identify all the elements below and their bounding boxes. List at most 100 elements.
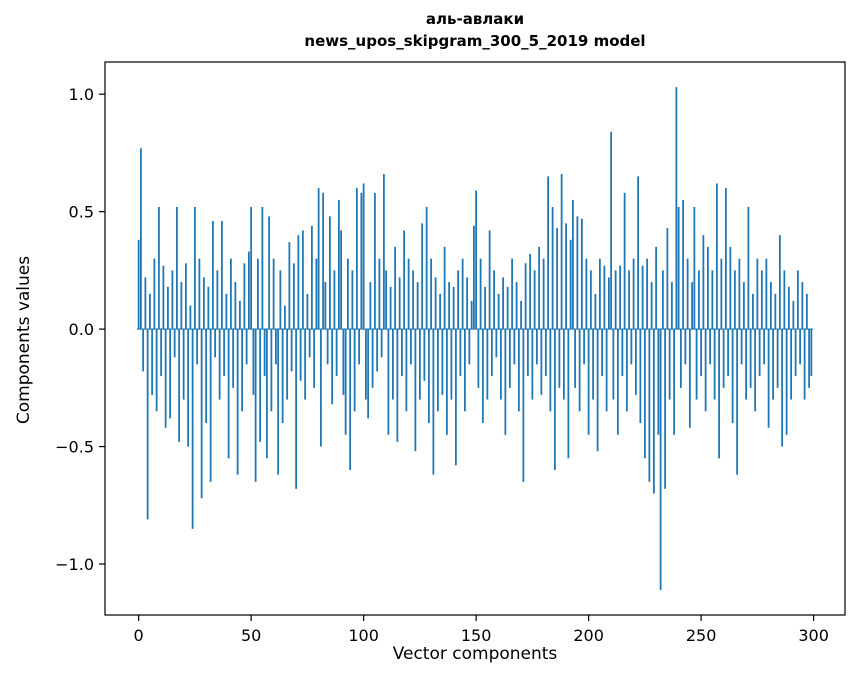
bar bbox=[526, 329, 529, 377]
bar bbox=[268, 216, 271, 330]
bar bbox=[214, 329, 217, 358]
bar bbox=[760, 270, 763, 330]
bar bbox=[454, 329, 457, 466]
bar bbox=[153, 258, 156, 330]
bar bbox=[670, 282, 673, 330]
x-tick-label: 0 bbox=[134, 626, 144, 645]
bar bbox=[407, 258, 410, 330]
bar bbox=[511, 258, 514, 330]
bar bbox=[675, 87, 678, 330]
x-tick-label: 50 bbox=[241, 626, 261, 645]
bar bbox=[171, 270, 174, 330]
bar bbox=[416, 282, 419, 330]
bar bbox=[373, 192, 376, 330]
bar bbox=[205, 329, 208, 424]
bar bbox=[722, 329, 725, 388]
bar bbox=[162, 265, 165, 330]
bar bbox=[301, 230, 304, 330]
bar bbox=[659, 329, 662, 590]
bar bbox=[349, 329, 352, 471]
bar bbox=[495, 329, 498, 358]
bar bbox=[337, 199, 340, 330]
bar bbox=[747, 206, 750, 330]
bar bbox=[441, 329, 444, 395]
bar bbox=[182, 329, 185, 400]
bar bbox=[369, 282, 372, 330]
bar bbox=[200, 329, 203, 499]
bar bbox=[353, 329, 356, 412]
bar bbox=[144, 277, 147, 330]
bar bbox=[558, 329, 561, 388]
bar bbox=[731, 329, 734, 424]
bar bbox=[387, 329, 390, 435]
bar bbox=[189, 305, 192, 330]
bar bbox=[207, 286, 210, 330]
y-axis-label: Components values bbox=[14, 255, 34, 425]
bar bbox=[580, 218, 583, 330]
bar bbox=[234, 282, 237, 330]
bar bbox=[810, 329, 813, 377]
bar bbox=[400, 329, 403, 377]
bar bbox=[792, 300, 795, 330]
bar bbox=[191, 329, 194, 529]
bar bbox=[223, 329, 226, 377]
bar bbox=[169, 329, 172, 419]
bar bbox=[461, 258, 464, 330]
bar bbox=[463, 329, 466, 412]
bar bbox=[531, 329, 534, 400]
bar bbox=[279, 270, 282, 330]
bar bbox=[380, 329, 383, 358]
bar bbox=[281, 329, 284, 424]
bar bbox=[398, 277, 401, 330]
bar bbox=[668, 329, 671, 400]
bar bbox=[529, 253, 532, 330]
bar bbox=[421, 223, 424, 330]
bar bbox=[142, 329, 145, 372]
bar bbox=[227, 329, 230, 459]
bar bbox=[808, 329, 811, 388]
bar bbox=[288, 242, 291, 330]
bar bbox=[220, 221, 223, 330]
bar bbox=[425, 206, 428, 330]
bar bbox=[715, 183, 718, 330]
bar bbox=[758, 329, 761, 377]
bar bbox=[805, 293, 808, 330]
bar bbox=[250, 206, 253, 330]
bar bbox=[403, 230, 406, 330]
bar bbox=[603, 265, 606, 330]
bar bbox=[673, 329, 676, 435]
bar bbox=[160, 329, 163, 377]
bar bbox=[783, 270, 786, 330]
bar bbox=[382, 174, 385, 330]
bar bbox=[157, 206, 160, 330]
bar bbox=[751, 293, 754, 330]
bar bbox=[540, 329, 543, 395]
bar bbox=[211, 221, 214, 330]
bar bbox=[292, 263, 295, 330]
bar bbox=[247, 251, 250, 330]
bar bbox=[504, 329, 507, 435]
y-tick-label: −1.0 bbox=[55, 555, 94, 574]
bar bbox=[259, 329, 262, 442]
bar bbox=[562, 329, 565, 400]
bar bbox=[661, 270, 664, 330]
bar bbox=[164, 329, 167, 428]
bar bbox=[569, 239, 572, 330]
bar bbox=[772, 329, 775, 400]
bar bbox=[556, 228, 559, 330]
chart-title-line1: аль-авлаки bbox=[425, 10, 525, 28]
bar bbox=[765, 258, 768, 330]
bar bbox=[344, 329, 347, 435]
bar bbox=[785, 329, 788, 435]
bar bbox=[628, 270, 631, 330]
bar bbox=[283, 305, 286, 330]
bar bbox=[394, 246, 397, 330]
bar bbox=[313, 329, 316, 388]
bar bbox=[418, 329, 421, 400]
bar bbox=[148, 293, 151, 330]
bar bbox=[583, 329, 586, 365]
bar bbox=[351, 270, 354, 330]
bar bbox=[202, 277, 205, 330]
bar bbox=[448, 282, 451, 330]
bar bbox=[488, 230, 491, 330]
